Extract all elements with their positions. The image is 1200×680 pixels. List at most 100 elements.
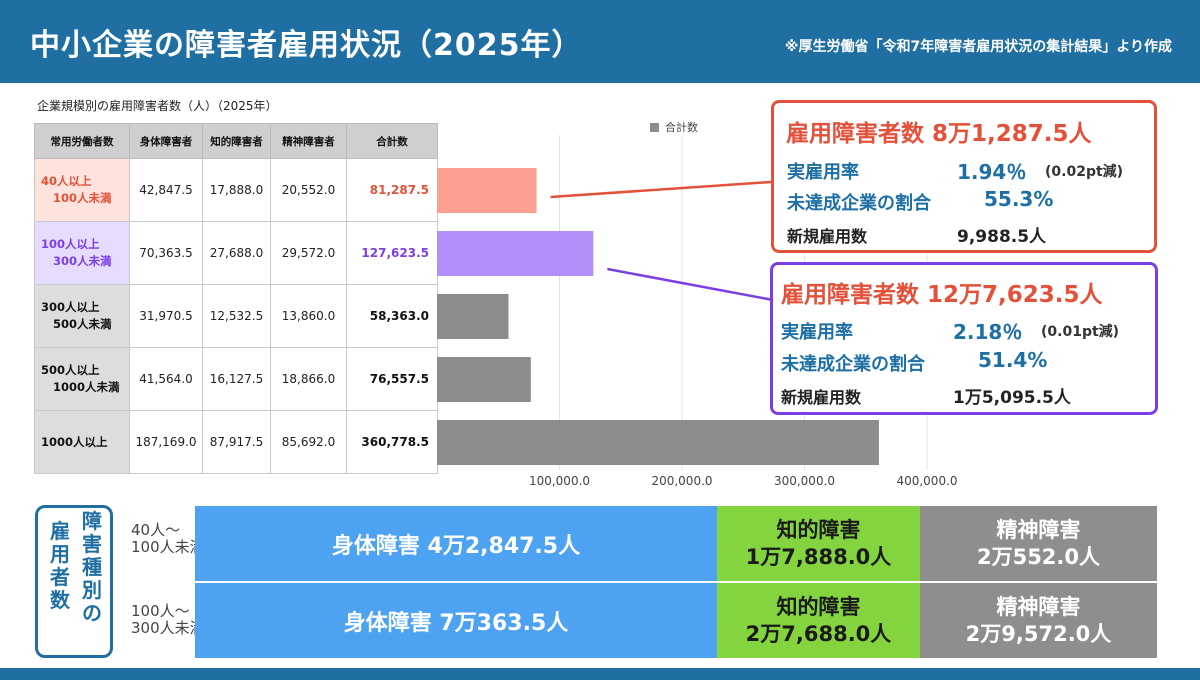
data-table: 常用労働者数 身体障害者 知的障害者 精神障害者 合計数 40人以上 100人未満…	[34, 123, 438, 474]
breakdown-row1-label-line1: 40人～	[131, 521, 181, 539]
row-label-line2: 1000人未満	[53, 380, 120, 394]
segment-intellectual-title: 知的障害	[776, 517, 861, 542]
row-label: 40人以上 100人未満	[34, 158, 130, 222]
cell-intellectual: 17,888.0	[202, 158, 271, 222]
source-note: ※厚生労働省「令和7年障害者雇用状況の集計結果」より作成	[784, 39, 1172, 55]
callout-new-value: 9,988.5人	[957, 227, 1047, 247]
callout-headline: 雇用障害者数 8万1,287.5人	[786, 121, 1092, 147]
breakdown-row1-label: 40人～ 100人未満	[131, 522, 205, 556]
cell-total: 127,623.5	[346, 221, 438, 285]
segment-intellectual: 知的障害 2万7,688.0人	[717, 583, 920, 658]
legend-swatch	[650, 122, 659, 132]
col-header-intellectual: 知的障害者	[202, 123, 271, 159]
row-label: 1000人以上	[34, 410, 130, 474]
row-label: 300人以上 500人未満	[34, 284, 130, 348]
page-title: 中小企業の障害者雇用状況（2025年）	[30, 28, 583, 63]
col-header-mental: 精神障害者	[270, 123, 347, 159]
table-row: 300人以上 500人未満 31,970.5 12,532.5 13,860.0 58,3…	[34, 284, 438, 348]
segment-mental-title: 精神障害	[996, 517, 1081, 542]
bar-0	[437, 168, 537, 213]
segment-mental: 精神障害 2万9,572.0人	[920, 583, 1157, 658]
segment-intellectual-value: 2万7,688.0人	[745, 621, 892, 646]
title-char: 障	[82, 509, 102, 533]
breakdown-row2-label: 100人～ 300人未満	[131, 603, 205, 637]
col-header-workers: 常用労働者数	[34, 123, 130, 159]
cell-physical: 42,847.5	[129, 158, 203, 222]
breakdown-bar-row1: 身体障害 4万2,847.5人 知的障害 1万7,888.0人 精神障害 2万5…	[195, 506, 1157, 581]
segment-mental-value: 2万9,572.0人	[965, 621, 1112, 646]
bar-3	[437, 357, 531, 402]
callout-unmet-value: 51.4%	[978, 348, 1048, 372]
x-tick-label: 100,000.0	[529, 474, 590, 488]
segment-intellectual-title: 知的障害	[776, 594, 861, 619]
row-label-line1: 1000人以上	[41, 434, 108, 449]
callout-unmet-label: 未達成企業の割合	[781, 354, 925, 375]
cell-mental: 85,692.0	[270, 410, 347, 474]
callout-rate-note: (0.01pt減)	[1041, 324, 1120, 340]
callout-headline: 雇用障害者数 12万7,623.5人	[781, 282, 1103, 308]
title-char: の	[82, 601, 102, 625]
row-label-line2: 300人未満	[53, 254, 112, 268]
callout-unmet-value: 55.3%	[984, 187, 1054, 211]
callout-unmet-label: 未達成企業の割合	[787, 193, 931, 214]
segment-mental-title: 精神障害	[996, 594, 1081, 619]
cell-intellectual: 87,917.5	[202, 410, 271, 474]
cell-physical: 31,970.5	[129, 284, 203, 348]
title-char: 害	[82, 532, 102, 556]
row-label-line1: 100人以上	[41, 237, 100, 251]
callout-100-300: 雇用障害者数 12万7,623.5人 実雇用率 2.18％ (0.01pt減) …	[770, 262, 1158, 415]
callout-rate-label: 実雇用率	[781, 322, 853, 343]
callout-new-value: 1万5,095.5人	[953, 388, 1071, 408]
row-label-line1: 40人以上	[41, 174, 92, 188]
table-row: 100人以上 300人未満 70,363.5 27,688.0 29,572.0 127,…	[34, 221, 438, 285]
title-char: 雇	[50, 519, 70, 543]
breakdown-bar-row2: 身体障害 7万363.5人 知的障害 2万7,688.0人 精神障害 2万9,5…	[195, 583, 1157, 658]
col-header-total: 合計数	[346, 123, 438, 159]
legend-label: 合計数	[665, 121, 698, 134]
row-label: 500人以上 1000人未満	[34, 347, 130, 411]
callout-rate-value: 1.94％	[957, 160, 1027, 184]
cell-mental: 29,572.0	[270, 221, 347, 285]
row-label: 100人以上 300人未満	[34, 221, 130, 285]
title-char: 用	[50, 542, 70, 566]
cell-mental: 18,866.0	[270, 347, 347, 411]
bar-1	[437, 231, 594, 276]
row-label-line1: 300人以上	[41, 300, 100, 314]
callout-connector-1	[550, 180, 772, 199]
title-char: 者	[50, 565, 70, 589]
footer-bar	[0, 668, 1200, 680]
table-header-row: 常用労働者数 身体障害者 知的障害者 精神障害者 合計数	[34, 123, 438, 159]
header-bar: 中小企業の障害者雇用状況（2025年） ※厚生労働省「令和7年障害者雇用状況の集…	[0, 0, 1200, 83]
row-label-line2: 500人未満	[53, 317, 112, 331]
bar-4	[437, 420, 879, 465]
bar-2	[437, 294, 509, 339]
callout-rate-note: (0.02pt減)	[1045, 164, 1124, 180]
breakdown-title-col1: 雇用者数	[47, 520, 73, 612]
segment-physical: 身体障害 7万363.5人	[195, 583, 717, 658]
bar-chart: 100,000.0 200,000.0 300,000.0 400,000.0	[437, 135, 958, 488]
callout-rate-label: 実雇用率	[787, 162, 859, 183]
title-char: 数	[50, 588, 70, 612]
x-tick-label: 300,000.0	[774, 474, 835, 488]
table-row: 500人以上 1000人未満 41,564.0 16,127.5 18,866.0 76,…	[34, 347, 438, 411]
title-char: 別	[82, 578, 102, 602]
cell-intellectual: 27,688.0	[202, 221, 271, 285]
callout-rate-value: 2.18％	[953, 320, 1023, 344]
breakdown-title-box: 雇用者数 障害種別の	[35, 505, 113, 658]
segment-mental-value: 2万552.0人	[976, 544, 1101, 569]
table-caption: 企業規模別の雇用障害者数（人）（2025年）	[37, 99, 278, 113]
cell-physical: 187,169.0	[129, 410, 203, 474]
title-char: 種	[82, 555, 102, 579]
x-tick-label: 400,000.0	[896, 474, 957, 488]
chart-legend: 合計数	[650, 119, 698, 135]
breakdown-row1-label-line2: 100人未満	[131, 538, 205, 556]
cell-mental: 20,552.0	[270, 158, 347, 222]
callout-new-label: 新規雇用数	[787, 227, 868, 246]
segment-intellectual-value: 1万7,888.0人	[745, 544, 892, 569]
callout-new-label: 新規雇用数	[781, 388, 862, 407]
cell-physical: 41,564.0	[129, 347, 203, 411]
row-label-line1: 500人以上	[41, 363, 100, 377]
breakdown-row2-label-line2: 300人未満	[131, 619, 205, 637]
x-tick-label: 200,000.0	[651, 474, 712, 488]
callout-40-100: 雇用障害者数 8万1,287.5人 実雇用率 1.94％ (0.02pt減) 未…	[771, 100, 1157, 253]
